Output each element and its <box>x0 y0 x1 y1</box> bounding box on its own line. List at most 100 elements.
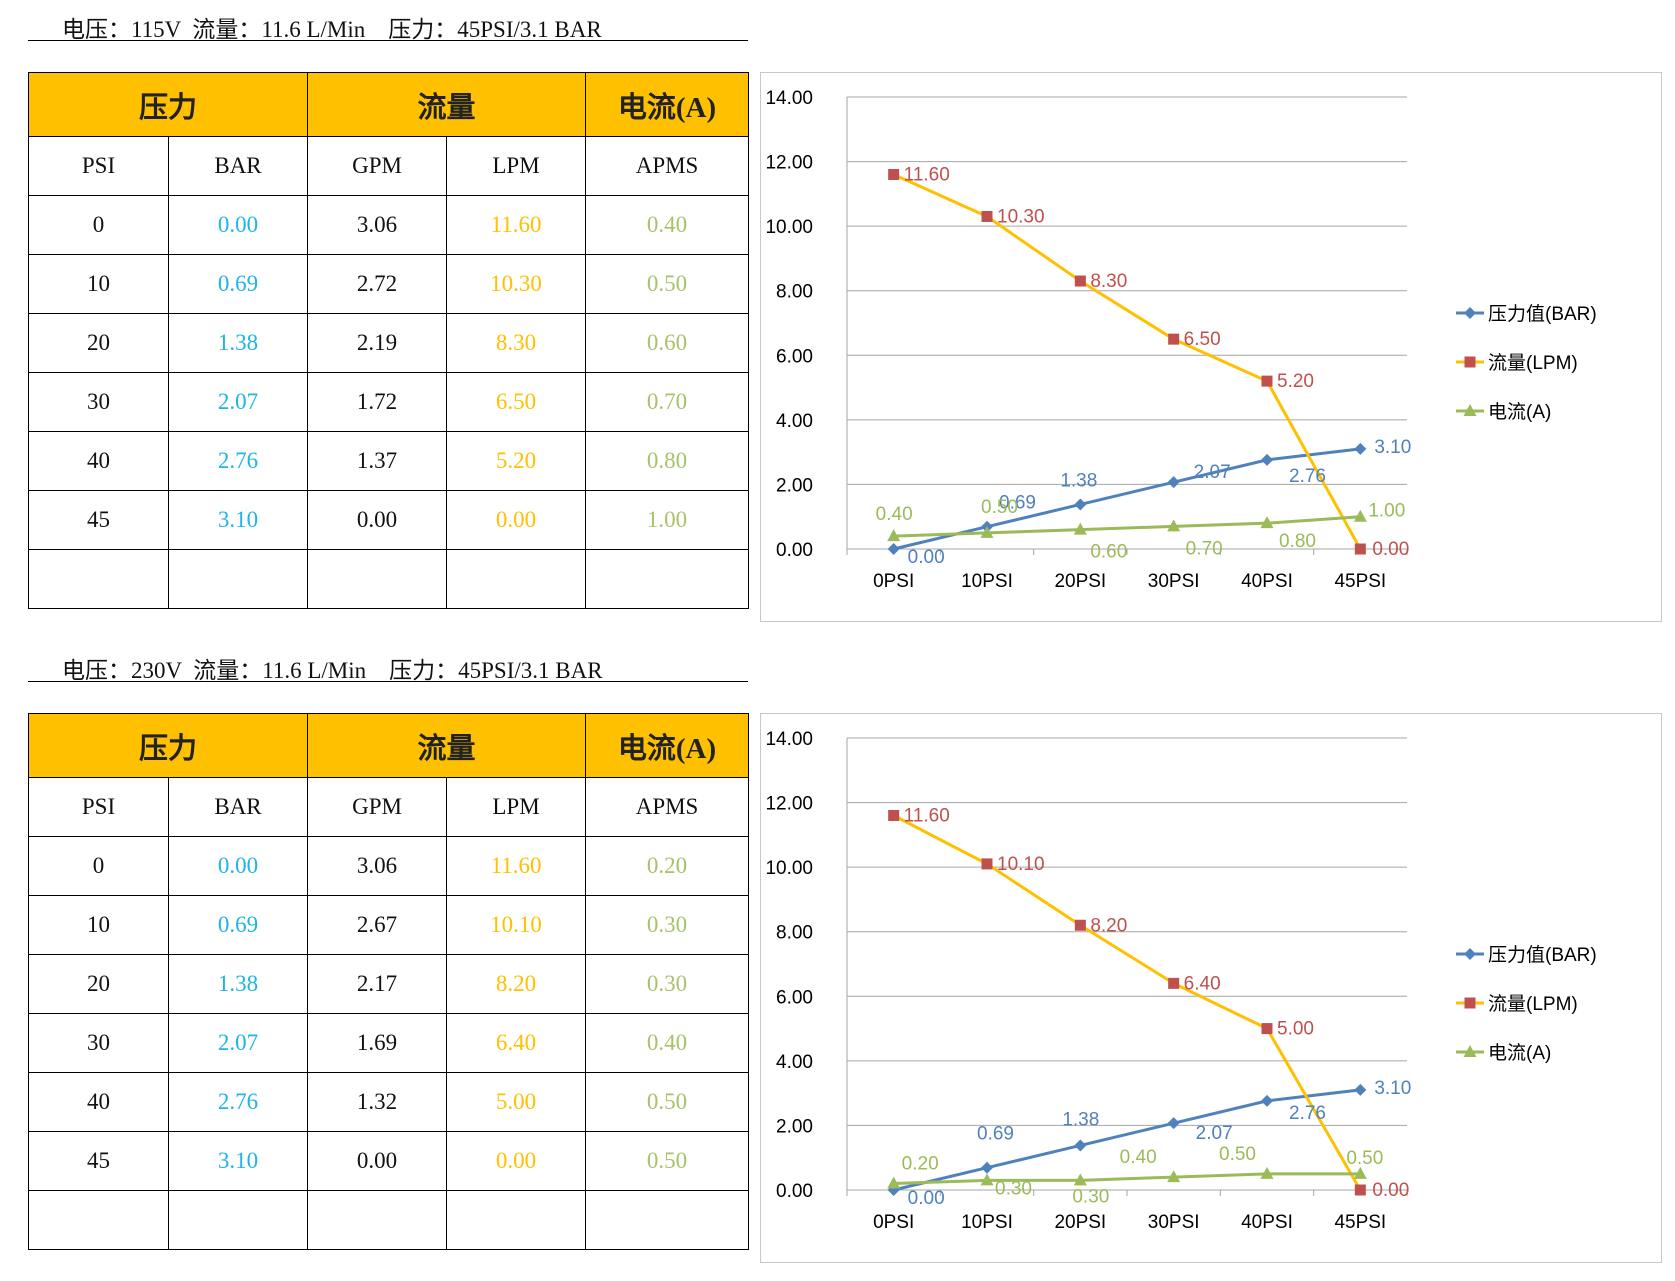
data-point-marker <box>1260 516 1274 529</box>
x-tick-label: 10PSI <box>961 1212 1013 1233</box>
cell-psi: 20 <box>28 954 169 1014</box>
group-header-pressure: 压力 <box>27 713 309 778</box>
data-point-marker <box>1168 977 1180 989</box>
section-heading: 电压：115V 流量：11.6 L/Min 压力：45PSI/3.1 BAR <box>62 17 602 42</box>
y-tick-label: 4.00 <box>776 1052 813 1073</box>
data-point-marker <box>1167 519 1181 532</box>
cell-gpm: 0.00 <box>307 1131 448 1191</box>
y-tick-label: 6.00 <box>776 346 813 367</box>
sub-header-gpm: GPM <box>307 136 448 196</box>
data-point-marker <box>888 168 900 180</box>
cell-lpm: 11.60 <box>446 836 587 896</box>
group-header-row: 压力 流量 电流(A) <box>27 72 750 137</box>
cell-bar: 1.38 <box>167 954 309 1014</box>
cell-empty <box>585 549 750 609</box>
y-tick-label: 2.00 <box>776 475 813 496</box>
cell-apms: 1.00 <box>585 490 750 550</box>
data-label: 2.07 <box>1194 462 1231 483</box>
data-label: 3.10 <box>1374 437 1411 458</box>
data-point-marker <box>1261 1094 1273 1107</box>
line-chart-container: 0.00 2.00 4.00 6.00 8.00 10.00 12.00 14.00 0PSI 1… <box>760 72 1662 622</box>
group-header-flow: 流量 <box>307 72 587 137</box>
data-label: 0.20 <box>902 1154 939 1175</box>
data-point-marker <box>1167 476 1180 489</box>
cell-psi: 20 <box>28 313 169 373</box>
y-tick-label: 12.00 <box>765 153 813 174</box>
cell-lpm: 5.00 <box>446 1072 587 1132</box>
cell-bar: 0.00 <box>167 836 309 896</box>
legend-marker <box>1464 997 1476 1009</box>
cell-bar: 2.76 <box>167 1072 309 1132</box>
x-tick-label: 45PSI <box>1334 1212 1386 1233</box>
y-tick-label: 6.00 <box>776 987 813 1008</box>
data-point-marker <box>1354 1184 1366 1196</box>
section-115v: 电压：115V 流量：11.6 L/Min 压力：45PSI/3.1 BAR 压… <box>0 0 1675 640</box>
series-line <box>893 173 1362 550</box>
series-line <box>893 1088 1361 1192</box>
cell-gpm: 0.00 <box>307 490 448 550</box>
cell-lpm: 6.50 <box>446 372 587 432</box>
cell-psi: 45 <box>28 1131 169 1191</box>
y-tick-label: 14.00 <box>765 729 813 750</box>
data-point-marker <box>1261 1023 1273 1035</box>
cell-gpm: 2.19 <box>307 313 448 373</box>
table-row: 20 1.38 2.17 8.20 0.30 <box>28 954 750 1014</box>
data-point-marker <box>1261 375 1273 387</box>
x-tick-label: 40PSI <box>1241 571 1293 592</box>
line-chart: 0.00 2.00 4.00 6.00 8.00 10.00 12.00 14.00 0PSI 1… <box>765 729 1596 1233</box>
cell-apms: 0.50 <box>585 1131 750 1191</box>
x-tick-label: 40PSI <box>1241 1212 1293 1233</box>
table-row: 45 3.10 0.00 0.00 0.50 <box>28 1131 750 1191</box>
cell-bar: 0.00 <box>167 195 309 255</box>
sub-header-row: PSI BAR GPM LPM APMS <box>28 777 750 837</box>
table-row-empty <box>28 549 750 609</box>
cell-lpm: 8.20 <box>446 954 587 1014</box>
data-label: 0.00 <box>1372 1180 1409 1201</box>
data-label: 2.76 <box>1289 466 1326 487</box>
cell-apms: 0.80 <box>585 431 750 491</box>
cell-empty <box>28 549 169 609</box>
legend-marker <box>1464 948 1476 960</box>
data-label: 0.50 <box>1346 1148 1383 1169</box>
cell-apms: 0.70 <box>585 372 750 432</box>
table-row: 40 2.76 1.32 5.00 0.50 <box>28 1072 750 1132</box>
sub-header-lpm: LPM <box>446 136 587 196</box>
cell-bar: 0.69 <box>167 254 309 314</box>
series-line <box>893 515 1361 538</box>
legend-label: 电流(A) <box>1488 401 1551 423</box>
x-tick-label: 20PSI <box>1054 1212 1106 1233</box>
data-point-marker <box>1167 1117 1180 1130</box>
group-header-flow: 流量 <box>307 713 587 778</box>
legend-marker <box>1464 307 1476 319</box>
table-row: 30 2.07 1.72 6.50 0.70 <box>28 372 750 432</box>
data-point-marker <box>1167 1170 1181 1183</box>
cell-bar: 2.76 <box>167 431 309 491</box>
data-point-marker <box>981 1161 993 1174</box>
y-tick-label: 10.00 <box>765 858 813 879</box>
sub-header-apms: APMS <box>585 136 750 196</box>
data-point-marker <box>1073 1173 1087 1186</box>
data-label: 2.07 <box>1196 1123 1233 1144</box>
data-label: 0.00 <box>908 1188 945 1209</box>
sub-header-apms: APMS <box>585 777 750 837</box>
data-point-marker <box>981 210 993 222</box>
cell-empty <box>28 1190 169 1250</box>
cell-apms: 0.20 <box>585 836 750 896</box>
cell-gpm: 3.06 <box>307 836 448 896</box>
heading-underline <box>28 681 748 682</box>
cell-bar: 0.69 <box>167 895 309 955</box>
data-point-marker <box>1260 1166 1274 1179</box>
cell-apms: 0.30 <box>585 895 750 955</box>
performance-table: 压力 流量 电流(A) PSI BAR GPM LPM APMS 0 0.00 … <box>27 713 750 1250</box>
cell-bar: 3.10 <box>167 490 309 550</box>
data-label: 0.30 <box>1072 1186 1109 1207</box>
cell-gpm: 1.69 <box>307 1013 448 1073</box>
cell-psi: 45 <box>28 490 169 550</box>
cell-empty <box>446 1190 587 1250</box>
table-row-empty <box>28 1190 750 1250</box>
data-point-marker <box>1353 1166 1367 1179</box>
sub-header-lpm: LPM <box>446 777 587 837</box>
data-label: 10.10 <box>997 854 1045 875</box>
data-label: 8.30 <box>1090 271 1127 292</box>
series-line <box>892 814 1362 1191</box>
